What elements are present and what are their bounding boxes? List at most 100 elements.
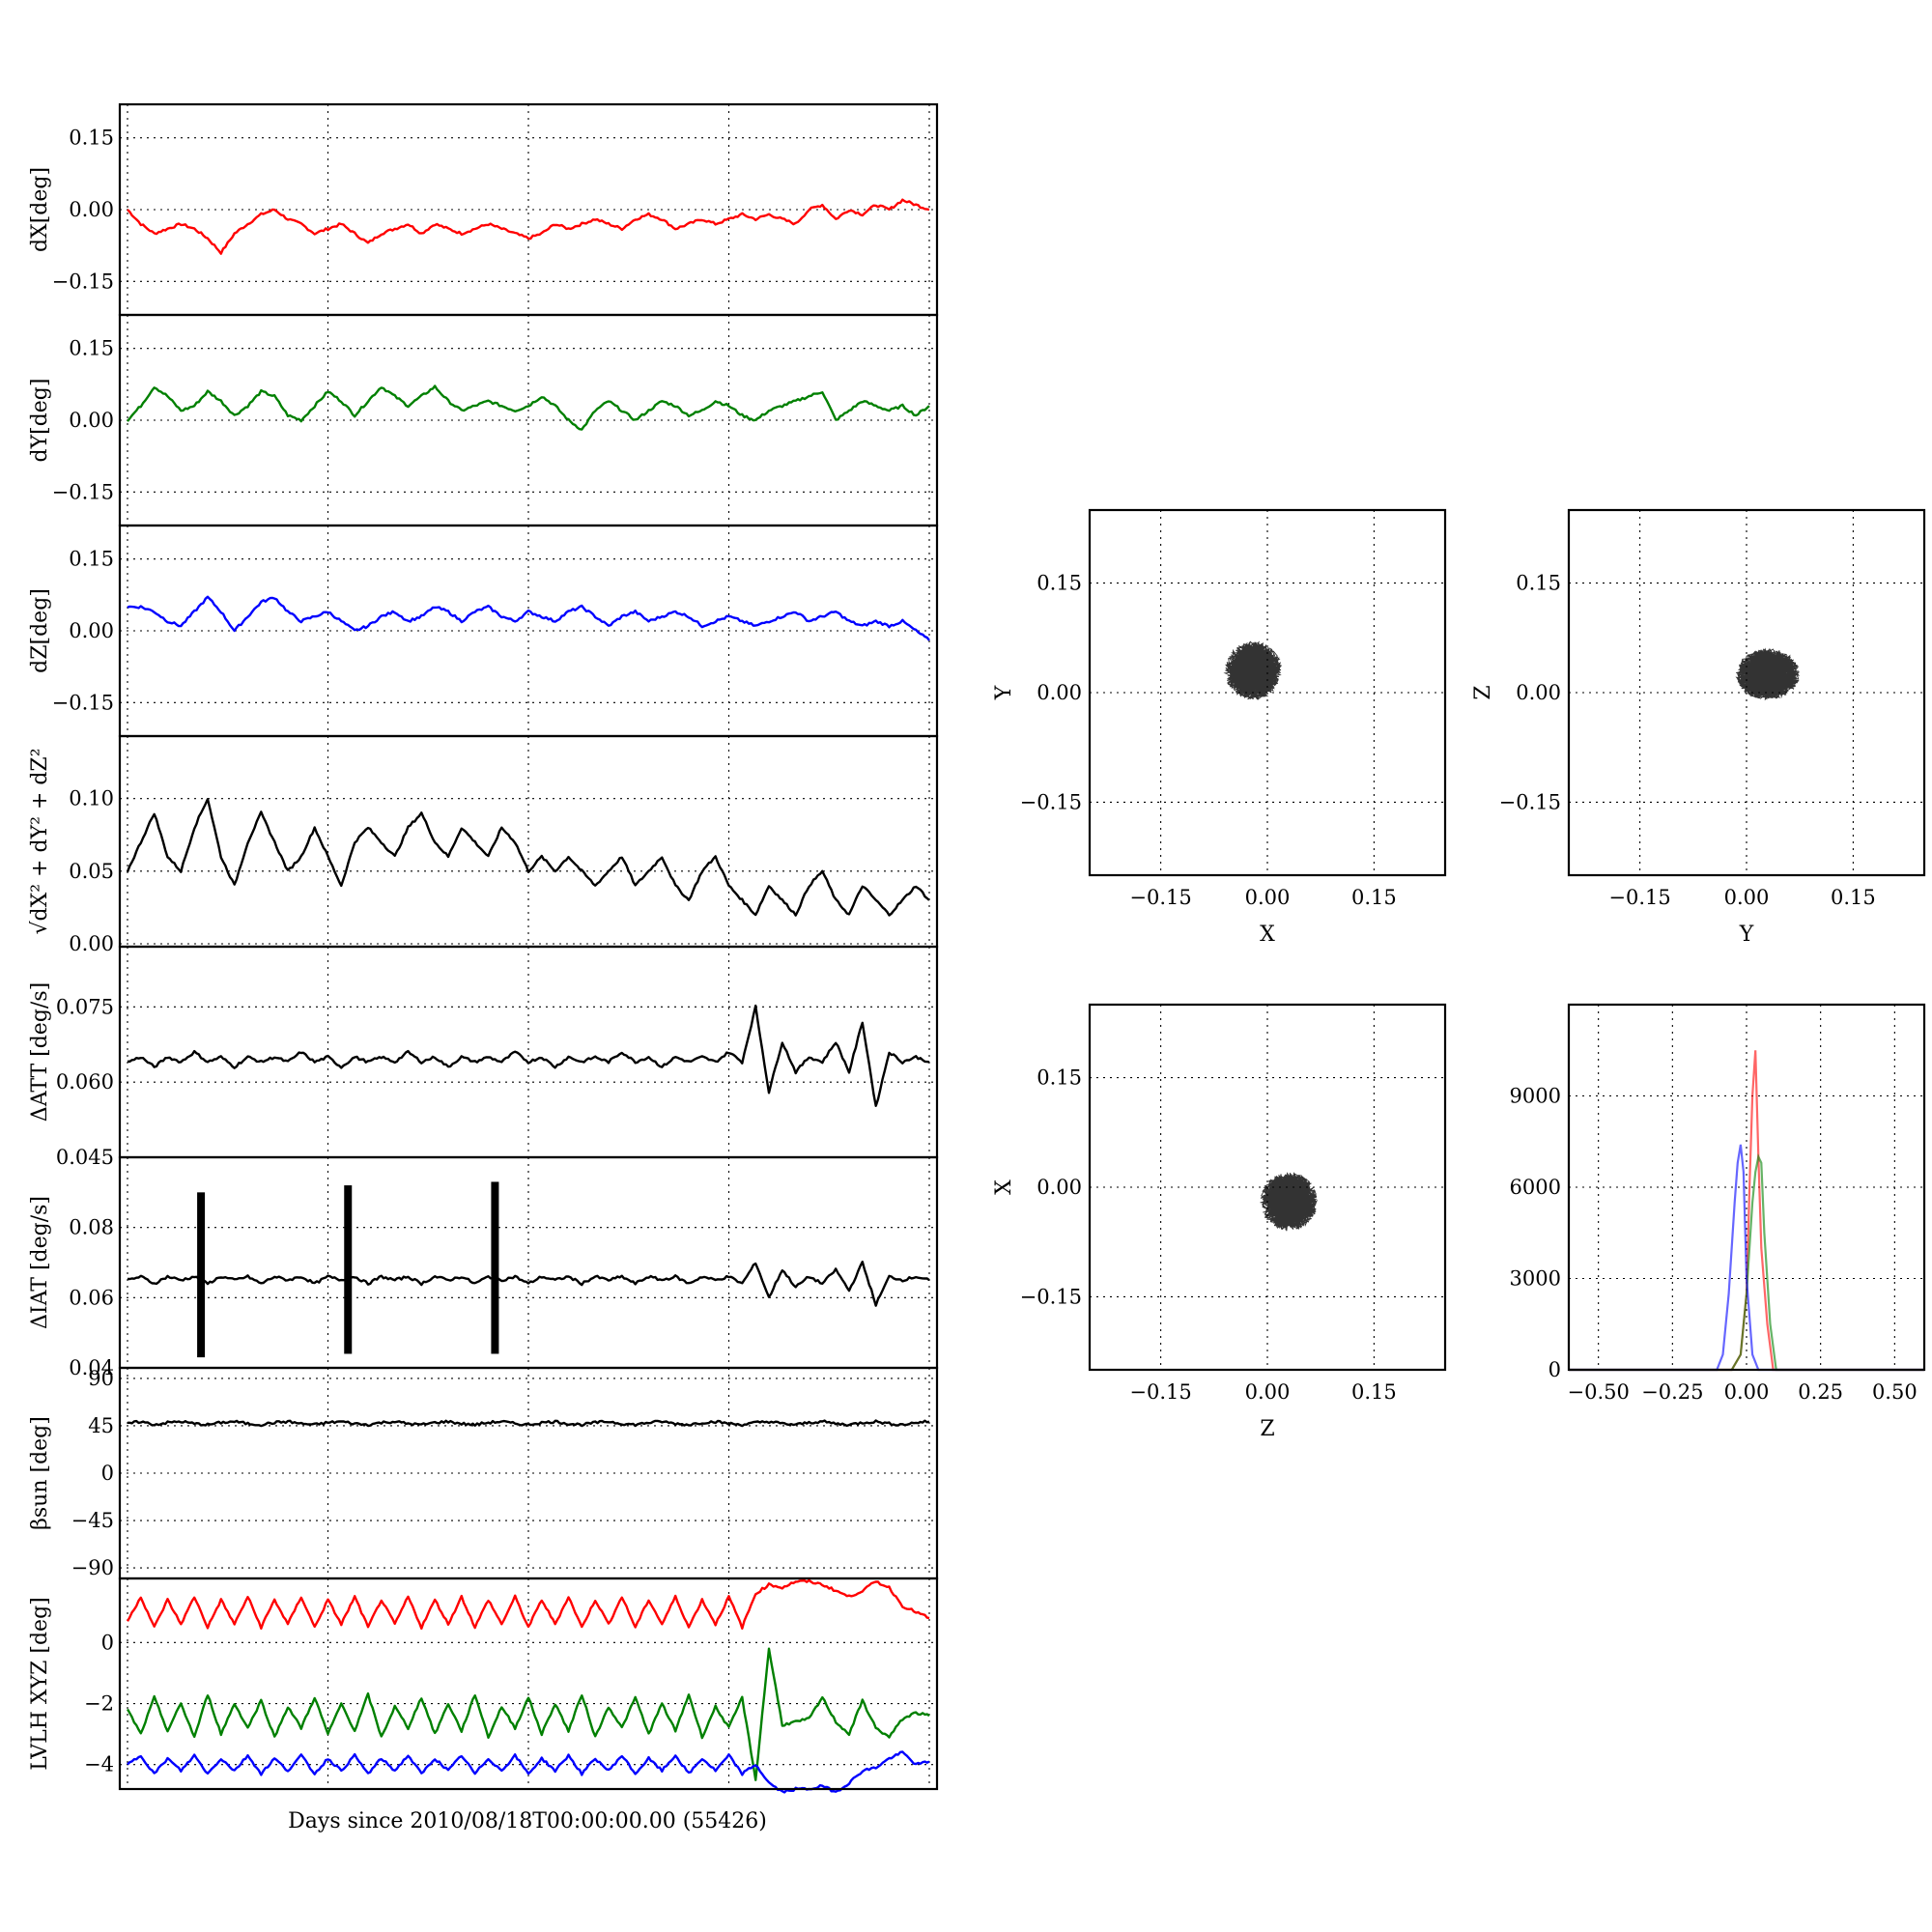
panel-frame	[118, 1577, 939, 1791]
spike-mark-2	[491, 1181, 499, 1354]
panel-zx: −0.15 −0.15 0.00 0.00 0.15 0.15 Z X	[992, 1003, 1447, 1441]
panel-frame	[1088, 508, 1447, 877]
panel-hist: −0.50 −0.25 0.00 0.25 0.50 9000 6000 3000 0	[1510, 1003, 1926, 1404]
panel-frame	[1567, 1003, 1926, 1372]
panel-lvlh: 0 −2 −4 LVLH XYZ [deg]	[28, 1577, 939, 1794]
y-tick-label: 0.10	[69, 787, 114, 810]
x-tick-label: −0.15	[1608, 886, 1670, 909]
y-tick-label: 0.06	[69, 1286, 114, 1309]
series-line-lvlh-0	[126, 1578, 930, 1631]
x-tick-label: 0.15	[1831, 886, 1876, 909]
series-line-dz-0	[127, 595, 930, 641]
series-line-dy-0	[127, 384, 930, 431]
series-line-datt-0	[127, 1004, 930, 1108]
y-tick-label: 90	[88, 1367, 114, 1390]
y-axis-label: ΔIAT [deg/s]	[28, 1196, 52, 1329]
x-tick-label: 0.00	[1245, 886, 1291, 909]
x-tick-label: −0.15	[1129, 886, 1191, 909]
y-tick-label: 0.00	[69, 409, 114, 432]
y-tick-label: 0.04	[69, 1356, 114, 1379]
y-axis-label: βsun [deg]	[28, 1416, 52, 1530]
hist-line-1	[1569, 1153, 1924, 1372]
x-tick-label: 0.00	[1724, 886, 1770, 909]
y-tick-label: −45	[71, 1509, 114, 1532]
y-tick-label: 3000	[1510, 1267, 1561, 1291]
y-tick-label: 0.00	[1516, 681, 1561, 704]
x-tick-label: 0.25	[1798, 1380, 1843, 1404]
x-tick-label: 0.15	[1351, 1380, 1397, 1404]
y-axis-label: dX[deg]	[28, 167, 52, 252]
hist-line-0	[1569, 1050, 1924, 1372]
y-tick-label: 0	[101, 1462, 114, 1485]
y-tick-label: −90	[71, 1556, 114, 1579]
x-tick-label: 0.50	[1872, 1380, 1918, 1404]
panel-diat: 0.08 0.06 0.04 ΔIAT [deg/s]	[28, 1155, 939, 1379]
y-tick-label: −2	[84, 1692, 114, 1716]
y-axis-label: √dX² + dY² + dZ²	[28, 748, 52, 934]
y-tick-label: −0.15	[52, 270, 114, 293]
panel-mag: 0.10 0.05 0.00 √dX² + dY² + dZ²	[28, 734, 939, 955]
y-tick-label: 9000	[1510, 1085, 1561, 1108]
y-axis-label: Z	[1471, 685, 1495, 699]
y-tick-label: 6000	[1510, 1176, 1561, 1199]
panel-yz: −0.15 −0.15 0.00 0.00 0.15 0.15 Y Z	[1471, 508, 1926, 947]
spike-mark-0	[197, 1192, 206, 1358]
y-tick-label: −4	[84, 1753, 114, 1776]
y-tick-label: 0.15	[1516, 572, 1561, 595]
y-tick-label: 0	[1548, 1358, 1561, 1381]
y-tick-label: 45	[88, 1414, 114, 1437]
x-axis-label: Days since 2010/08/18T00:00:00.00 (55426…	[288, 1809, 767, 1833]
panel-frame	[1567, 508, 1926, 877]
x-tick-label: 0.00	[1245, 1380, 1291, 1404]
panel-beta: 90 45 0 −45 −90 βsun [deg]	[28, 1366, 939, 1580]
y-tick-label: 0.00	[1037, 681, 1082, 704]
series-line-diat-0	[127, 1260, 930, 1307]
y-tick-label: 0.00	[69, 619, 114, 642]
panel-frame	[1088, 1003, 1447, 1372]
x-tick-label: −0.25	[1641, 1380, 1703, 1404]
y-tick-label: 0.075	[56, 995, 114, 1018]
y-tick-label: −0.15	[1020, 1285, 1082, 1308]
series-line-lvlh-1	[126, 1647, 930, 1781]
panel-frame	[118, 945, 939, 1159]
y-tick-label: −0.15	[1499, 790, 1561, 813]
y-tick-label: 0.045	[56, 1146, 114, 1169]
panel-frame	[118, 734, 939, 949]
y-axis-label: ΔATT [deg/s]	[28, 982, 52, 1122]
x-axis-label: Y	[1739, 923, 1754, 947]
scatter-trace-yz	[1735, 647, 1801, 701]
x-tick-label: 0.15	[1351, 886, 1397, 909]
y-tick-label: 0.060	[56, 1070, 114, 1094]
y-tick-label: 0.15	[69, 127, 114, 150]
y-tick-label: 0.15	[69, 548, 114, 571]
y-tick-label: 0.15	[69, 337, 114, 360]
y-tick-label: 0	[101, 1631, 114, 1654]
series-line-beta-0	[128, 1419, 930, 1428]
panel-datt: 0.075 0.060 0.045 ΔATT [deg/s]	[28, 945, 939, 1169]
series-line-dx-0	[127, 198, 930, 255]
y-axis-label: dZ[deg]	[28, 588, 52, 673]
x-axis-label: X	[1260, 923, 1275, 947]
scatter-trace-xy	[1223, 640, 1282, 700]
y-axis-label: Y	[992, 685, 1016, 700]
y-tick-label: 0.00	[69, 198, 114, 221]
y-tick-label: 0.00	[69, 932, 114, 955]
x-tick-label: −0.50	[1567, 1380, 1629, 1404]
y-tick-label: −0.15	[1020, 790, 1082, 813]
panel-xy: −0.15 −0.15 0.00 0.00 0.15 0.15 X Y	[992, 508, 1447, 947]
y-tick-label: 0.15	[1037, 572, 1082, 595]
y-tick-label: 0.00	[1037, 1176, 1082, 1199]
y-axis-label: dY[deg]	[28, 379, 52, 463]
y-tick-label: −0.15	[52, 691, 114, 714]
x-tick-label: −0.15	[1129, 1380, 1191, 1404]
scatter-trace-zx	[1260, 1172, 1319, 1232]
series-line-mag-0	[126, 798, 930, 917]
x-tick-label: 0.00	[1724, 1380, 1770, 1404]
hist-line-2	[1569, 1144, 1924, 1372]
y-tick-label: 0.08	[69, 1216, 114, 1239]
y-axis-label: LVLH XYZ [deg]	[28, 1597, 52, 1771]
